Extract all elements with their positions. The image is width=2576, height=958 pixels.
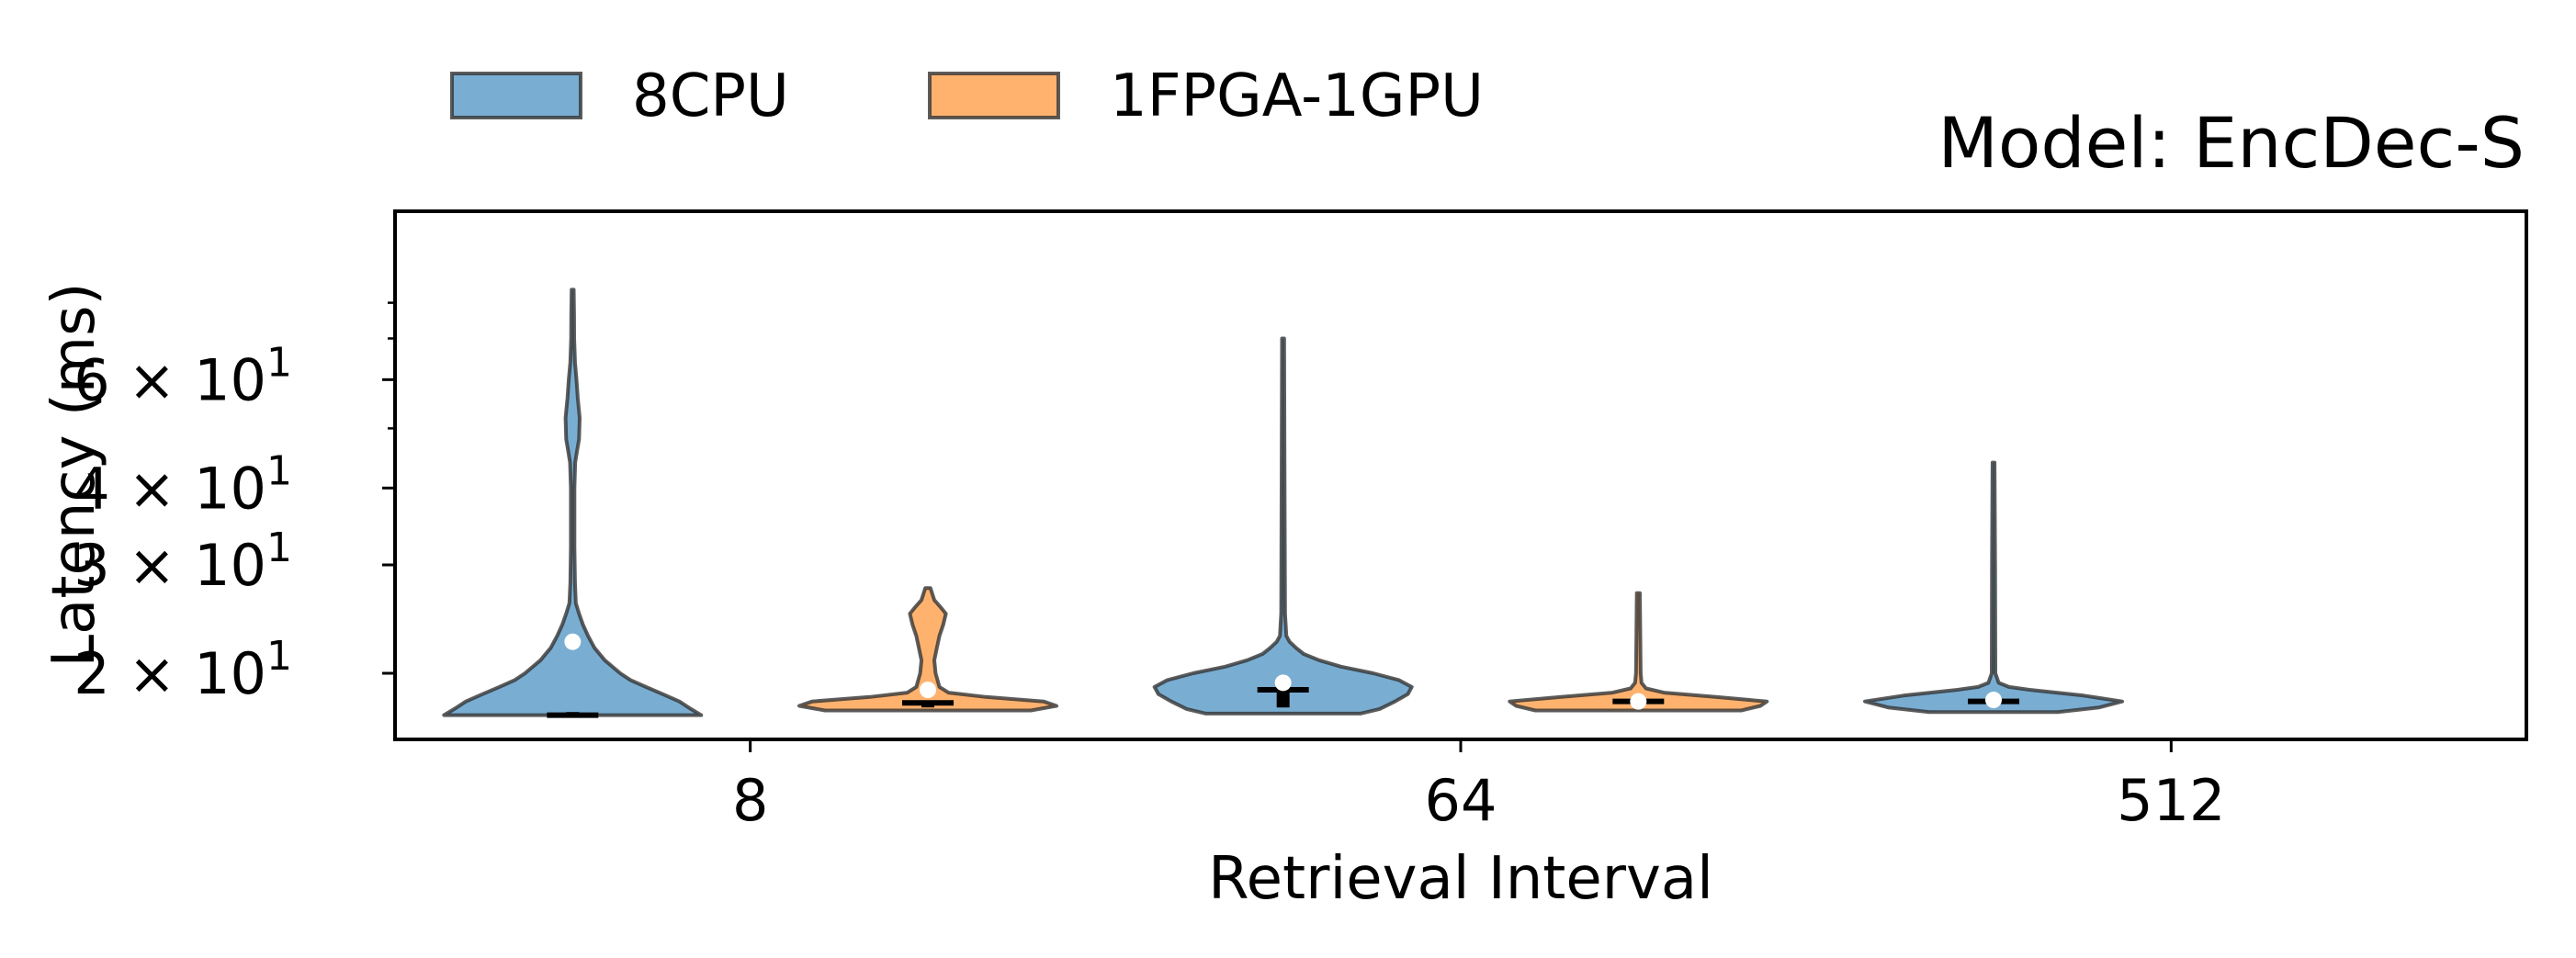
violin-1FPGA-1GPU-64 <box>1508 591 1769 713</box>
legend: 8CPU 1FPGA-1GPU <box>450 62 1484 130</box>
x-tick-label: 512 <box>2117 767 2225 834</box>
mean-marker <box>1274 674 1292 692</box>
legend-label: 8CPU <box>632 62 789 130</box>
y-tick-label: 4 × 101 <box>73 447 292 522</box>
x-axis-label: Retrieval Interval <box>1208 845 1713 913</box>
mean-marker <box>564 633 582 650</box>
violin-body <box>1863 460 2124 715</box>
mean-marker <box>1985 692 2002 709</box>
violin-8CPU-64 <box>1152 336 1414 716</box>
plot-frame <box>393 209 2528 741</box>
legend-swatch <box>928 72 1060 119</box>
x-tick-label: 64 <box>1425 767 1497 834</box>
y-tick-label: 2 × 101 <box>73 633 292 707</box>
violin-body <box>1152 336 1414 716</box>
chart-title: Model: EncDec-S <box>1938 102 2525 184</box>
x-axis: 8 64 512 <box>732 739 2226 834</box>
mean-marker <box>1630 693 1647 710</box>
legend-item-8CPU: 8CPU <box>450 62 789 130</box>
violin-8CPU-512 <box>1863 460 2124 715</box>
y-tick-label: 6 × 101 <box>73 339 292 413</box>
legend-item-1FPGA-1GPU: 1FPGA-1GPU <box>928 62 1484 130</box>
legend-label: 1FPGA-1GPU <box>1110 62 1484 130</box>
violin-8CPU-8 <box>442 287 704 718</box>
violin-1FPGA-1GPU-8 <box>797 586 1058 713</box>
y-tick-label: 3 × 101 <box>73 524 292 599</box>
y-axis-label: Latency (ms) <box>40 283 108 668</box>
x-tick-label: 8 <box>732 767 768 834</box>
violin-body <box>797 586 1058 713</box>
violins-layer <box>442 287 2124 718</box>
violin-body <box>1508 591 1769 713</box>
violin-body <box>442 287 704 717</box>
legend-swatch <box>450 72 582 119</box>
mean-marker <box>920 682 936 699</box>
